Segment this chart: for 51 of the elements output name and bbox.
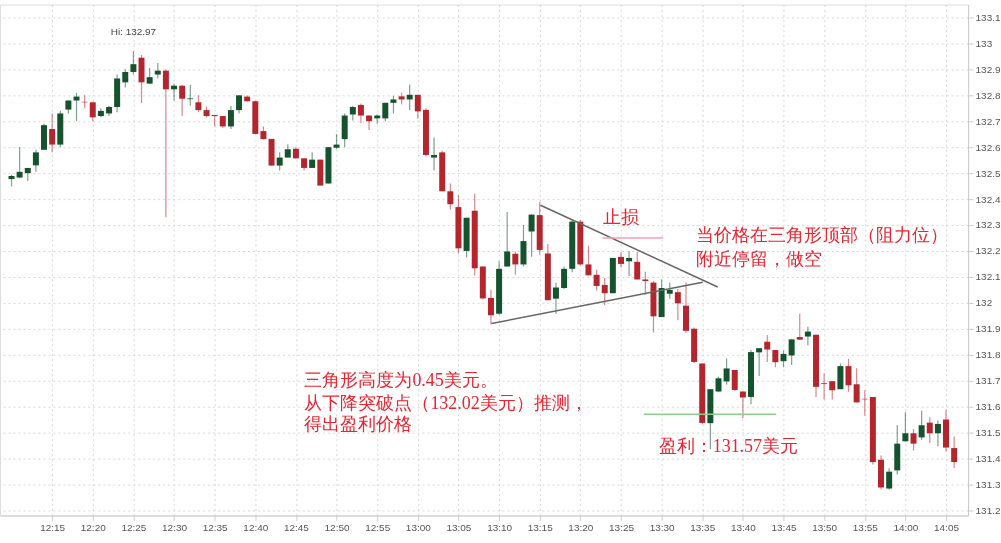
x-tick-label: 14:00 xyxy=(893,521,919,533)
y-tick-label: 132.9 xyxy=(975,63,1001,75)
annotation: 止损 xyxy=(602,207,639,228)
x-tick-label: 13:45 xyxy=(771,521,797,533)
x-tick-label: 14:05 xyxy=(934,521,960,533)
x-tick-label: 13:50 xyxy=(812,521,838,533)
y-tick-label: 131.7 xyxy=(975,375,1001,387)
x-tick-label: 12:30 xyxy=(162,521,188,533)
x-tick-label: 13:30 xyxy=(649,521,676,533)
y-tick-label: 133 xyxy=(975,37,993,49)
y-tick-label: 132.1 xyxy=(975,271,1001,283)
annotation: 盈利：131.57美元 xyxy=(658,435,799,456)
annotation: 当价格在三角形顶部（阻力位） xyxy=(695,225,948,246)
y-tick-label: 131.8 xyxy=(975,349,1001,361)
y-tick-label: 132.3 xyxy=(975,219,1001,231)
x-tick-label: 12:20 xyxy=(80,521,107,533)
x-tick-label: 12:15 xyxy=(40,521,66,533)
x-tick-label: 12:40 xyxy=(243,521,269,533)
x-tick-label: 13:35 xyxy=(690,521,716,533)
y-tick-label: 131.2 xyxy=(975,504,1001,516)
x-tick-label: 12:25 xyxy=(121,521,147,533)
annotation: 三角形高度为0.45美元。 xyxy=(304,369,498,390)
y-tick-label: 132.2 xyxy=(975,245,1001,257)
y-tick-label: 131.6 xyxy=(975,401,1001,413)
x-tick-label: 13:40 xyxy=(730,521,757,533)
annotation: 从下降突破点（132.02美元）推测， xyxy=(304,392,588,413)
y-tick-label: 131.4 xyxy=(975,452,1001,464)
y-tick-label: 131.3 xyxy=(975,478,1001,490)
y-tick-label: 132.5 xyxy=(975,167,1001,179)
x-tick-label: 13:15 xyxy=(527,521,554,533)
y-tick-label: 132.7 xyxy=(975,115,1001,127)
y-tick-label: 132 xyxy=(975,297,993,309)
annotation: 附近停留，做空 xyxy=(695,249,822,269)
x-tick-label: 13:10 xyxy=(487,521,513,533)
y-tick-label: 133.1 xyxy=(975,11,1001,23)
x-tick-label: 13:05 xyxy=(446,521,472,533)
x-tick-label: 12:55 xyxy=(365,521,391,533)
y-tick-label: 131.5 xyxy=(975,426,1001,438)
x-tick-label: 12:35 xyxy=(202,521,229,533)
y-tick-label: 132.4 xyxy=(975,193,1001,205)
x-tick-label: 13:25 xyxy=(609,521,635,533)
annotation: Hi: 132.97 xyxy=(110,26,157,38)
y-tick-label: 132.6 xyxy=(975,141,1001,153)
x-tick-label: 13:20 xyxy=(568,521,594,533)
y-tick-label: 131.9 xyxy=(975,323,1001,335)
x-tick-label: 13:00 xyxy=(405,521,432,533)
x-tick-label: 12:45 xyxy=(283,521,310,533)
x-tick-label: 13:55 xyxy=(852,521,879,533)
annotation: 得出盈利价格 xyxy=(304,413,413,434)
x-tick-label: 12:50 xyxy=(324,521,350,533)
y-tick-label: 132.8 xyxy=(975,89,1001,101)
